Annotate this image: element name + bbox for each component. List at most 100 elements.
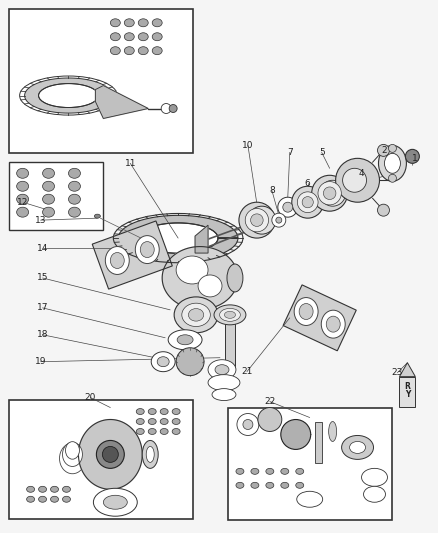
Bar: [225, 320, 235, 370]
Ellipse shape: [110, 47, 120, 55]
Ellipse shape: [142, 440, 158, 469]
Ellipse shape: [50, 486, 59, 492]
Ellipse shape: [297, 491, 323, 507]
Ellipse shape: [148, 429, 156, 434]
Ellipse shape: [378, 146, 406, 181]
Ellipse shape: [63, 442, 82, 466]
Ellipse shape: [320, 180, 346, 206]
Bar: [9, 9, 193, 154]
Bar: [399, 377, 415, 407]
Ellipse shape: [245, 208, 268, 232]
Ellipse shape: [208, 375, 240, 391]
Text: 6: 6: [305, 179, 311, 188]
Text: 19: 19: [35, 357, 46, 366]
Bar: [9, 163, 103, 230]
Text: 1: 1: [412, 154, 417, 163]
Ellipse shape: [364, 486, 385, 502]
Ellipse shape: [198, 275, 222, 297]
Text: 10: 10: [242, 141, 254, 150]
Bar: [228, 408, 392, 520]
Ellipse shape: [148, 418, 156, 424]
Polygon shape: [195, 225, 208, 253]
Ellipse shape: [318, 182, 341, 205]
Text: 17: 17: [37, 303, 48, 312]
Text: 21: 21: [241, 367, 253, 376]
Polygon shape: [399, 362, 415, 377]
Text: 23: 23: [392, 368, 403, 377]
Polygon shape: [138, 223, 218, 253]
Ellipse shape: [182, 303, 210, 327]
Ellipse shape: [278, 197, 298, 217]
Ellipse shape: [177, 335, 193, 345]
Ellipse shape: [378, 204, 389, 216]
Ellipse shape: [281, 482, 289, 488]
Ellipse shape: [342, 435, 374, 459]
Ellipse shape: [27, 486, 35, 492]
Text: 7: 7: [287, 148, 293, 157]
Ellipse shape: [321, 310, 345, 338]
Polygon shape: [25, 78, 112, 113]
Ellipse shape: [214, 305, 246, 325]
Ellipse shape: [251, 214, 263, 227]
Ellipse shape: [302, 197, 313, 208]
Ellipse shape: [266, 469, 274, 474]
Text: 13: 13: [35, 216, 46, 224]
Ellipse shape: [266, 482, 274, 488]
Ellipse shape: [224, 311, 236, 318]
Ellipse shape: [68, 194, 81, 204]
Ellipse shape: [152, 33, 162, 41]
Ellipse shape: [17, 168, 28, 178]
Ellipse shape: [95, 214, 100, 218]
Ellipse shape: [110, 19, 120, 27]
Ellipse shape: [350, 441, 366, 454]
Ellipse shape: [292, 186, 324, 218]
Ellipse shape: [299, 303, 313, 319]
Ellipse shape: [42, 207, 54, 217]
Ellipse shape: [148, 409, 156, 415]
Ellipse shape: [93, 488, 137, 516]
Ellipse shape: [328, 422, 337, 441]
Ellipse shape: [385, 154, 400, 173]
Ellipse shape: [136, 429, 144, 434]
Text: 5: 5: [319, 148, 325, 157]
Ellipse shape: [272, 213, 286, 227]
Ellipse shape: [110, 253, 124, 269]
Ellipse shape: [239, 202, 275, 238]
Ellipse shape: [17, 194, 28, 204]
Ellipse shape: [208, 360, 236, 379]
Ellipse shape: [176, 348, 204, 376]
Ellipse shape: [68, 168, 81, 178]
Ellipse shape: [312, 175, 348, 211]
Ellipse shape: [124, 19, 134, 27]
Ellipse shape: [168, 330, 202, 350]
Polygon shape: [95, 86, 148, 118]
Ellipse shape: [236, 469, 244, 474]
Ellipse shape: [110, 33, 120, 41]
Text: 12: 12: [17, 198, 28, 207]
Ellipse shape: [212, 389, 236, 401]
Ellipse shape: [152, 47, 162, 55]
Ellipse shape: [157, 357, 169, 367]
Polygon shape: [78, 419, 142, 489]
Ellipse shape: [136, 418, 144, 424]
Polygon shape: [92, 221, 172, 289]
Ellipse shape: [135, 236, 159, 263]
Polygon shape: [162, 247, 238, 309]
Circle shape: [102, 447, 118, 462]
Ellipse shape: [215, 365, 229, 375]
Polygon shape: [283, 285, 356, 351]
Ellipse shape: [60, 443, 85, 474]
Ellipse shape: [172, 429, 180, 434]
Ellipse shape: [124, 33, 134, 41]
Ellipse shape: [63, 496, 71, 502]
Ellipse shape: [39, 486, 46, 492]
Text: 11: 11: [124, 159, 136, 168]
Ellipse shape: [160, 429, 168, 434]
Ellipse shape: [251, 469, 259, 474]
Bar: [314, 422, 321, 463]
Ellipse shape: [152, 19, 162, 27]
Text: 2: 2: [381, 146, 387, 155]
Ellipse shape: [160, 418, 168, 424]
Ellipse shape: [296, 469, 304, 474]
Polygon shape: [39, 84, 99, 108]
